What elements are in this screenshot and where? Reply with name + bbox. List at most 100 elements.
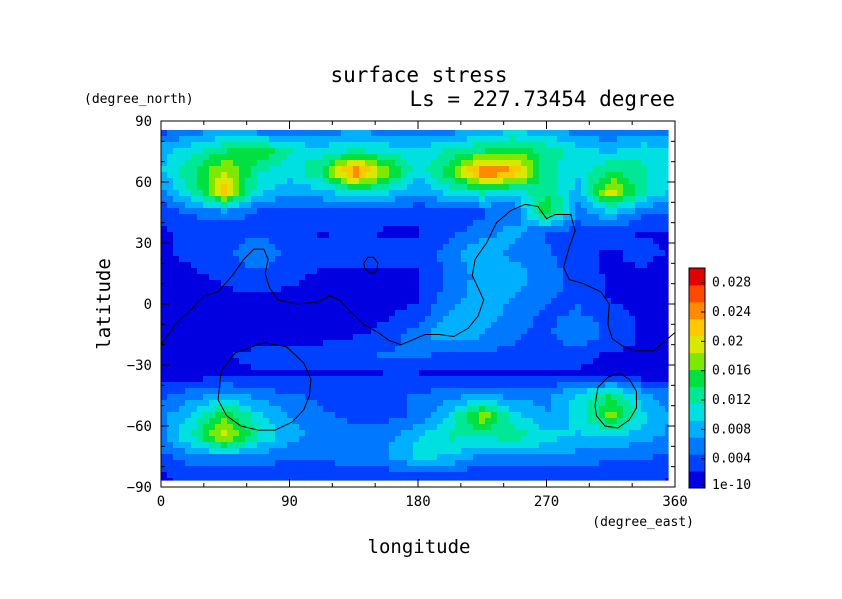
heat-cell <box>179 316 186 323</box>
heat-cell <box>467 376 474 383</box>
heat-cell <box>467 466 474 473</box>
heat-cell <box>467 460 474 467</box>
heat-cell <box>287 430 294 437</box>
heat-cell <box>569 328 576 335</box>
heat-cell <box>623 262 630 269</box>
heat-cell <box>551 292 558 299</box>
heat-cell <box>341 202 348 209</box>
heat-cell <box>389 340 396 347</box>
heat-cell <box>617 202 624 209</box>
heat-cell <box>203 436 210 443</box>
heat-cell <box>431 454 438 461</box>
heat-cell <box>179 334 186 341</box>
heat-cell <box>359 154 366 161</box>
heat-cell <box>161 394 168 401</box>
heat-cell <box>161 256 168 263</box>
heat-cell <box>587 412 594 419</box>
heat-cell <box>539 130 546 137</box>
heat-cell <box>557 232 564 239</box>
heat-cell <box>293 328 300 335</box>
heat-cell <box>179 340 186 347</box>
heat-cell <box>389 220 396 227</box>
heat-cell <box>551 172 558 179</box>
heat-cell <box>641 460 648 467</box>
heat-cell <box>587 172 594 179</box>
heat-cell <box>461 172 468 179</box>
heat-cell <box>563 310 570 317</box>
heat-cell <box>299 418 306 425</box>
heat-cell <box>425 472 432 479</box>
heat-cell <box>371 370 378 377</box>
heat-cell <box>209 166 216 173</box>
heat-cell <box>401 184 408 191</box>
heat-cell <box>239 172 246 179</box>
heat-cell <box>551 436 558 443</box>
heat-cell <box>281 340 288 347</box>
heat-cell <box>479 202 486 209</box>
heat-cell <box>551 220 558 227</box>
heat-cell <box>341 340 348 347</box>
heat-cell <box>509 298 516 305</box>
heat-cell <box>503 382 510 389</box>
heat-cell <box>383 268 390 275</box>
heat-cell <box>539 292 546 299</box>
heat-cell <box>431 466 438 473</box>
heat-cell <box>251 226 258 233</box>
heat-cell <box>497 430 504 437</box>
heat-cell <box>299 400 306 407</box>
heat-cell <box>359 274 366 281</box>
heat-cell <box>287 262 294 269</box>
heat-cell <box>563 466 570 473</box>
heat-cell <box>617 142 624 149</box>
heat-cell <box>269 448 276 455</box>
heat-cell <box>533 178 540 185</box>
heat-cell <box>647 184 654 191</box>
heat-cell <box>413 394 420 401</box>
heat-cell <box>311 370 318 377</box>
heat-cell <box>515 286 522 293</box>
heat-cell <box>533 334 540 341</box>
heat-cell <box>449 406 456 413</box>
heat-cell <box>491 214 498 221</box>
heat-cell <box>221 328 228 335</box>
heat-cell <box>575 220 582 227</box>
heat-cell <box>413 262 420 269</box>
heat-cell <box>197 328 204 335</box>
heat-cell <box>491 406 498 413</box>
heat-cell <box>269 148 276 155</box>
heat-cell <box>377 148 384 155</box>
heat-cell <box>197 250 204 257</box>
heat-cell <box>227 430 234 437</box>
heat-cell <box>263 406 270 413</box>
heat-cell <box>179 304 186 311</box>
heat-cell <box>377 334 384 341</box>
heat-cell <box>587 184 594 191</box>
heat-cell <box>389 376 396 383</box>
heat-cell <box>209 346 216 353</box>
heat-cell <box>161 202 168 209</box>
heat-cell <box>161 196 168 203</box>
heat-cell <box>173 220 180 227</box>
heat-cell <box>605 418 612 425</box>
heat-cell <box>473 430 480 437</box>
heat-cell <box>431 448 438 455</box>
heat-cell <box>629 238 636 245</box>
heat-cell <box>197 214 204 221</box>
heat-cell <box>227 262 234 269</box>
heat-cell <box>443 208 450 215</box>
heat-cell <box>353 286 360 293</box>
heat-cell <box>299 478 306 481</box>
heat-cell <box>317 424 324 431</box>
heat-cell <box>485 238 492 245</box>
heat-cell <box>419 322 426 329</box>
heat-cell <box>191 202 198 209</box>
heat-cell <box>533 382 540 389</box>
heat-cell <box>629 388 636 395</box>
heat-cell <box>365 310 372 317</box>
heat-cell <box>305 136 312 143</box>
heat-cell <box>377 268 384 275</box>
heat-cell <box>251 280 258 287</box>
heat-cell <box>419 130 426 137</box>
heat-cell <box>503 184 510 191</box>
heat-cell <box>203 232 210 239</box>
